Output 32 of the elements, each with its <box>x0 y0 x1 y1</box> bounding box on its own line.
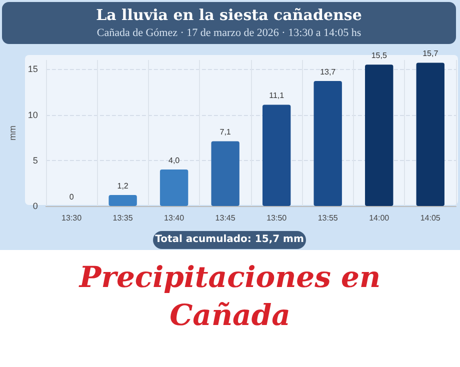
y-tick-label: 10 <box>28 110 38 120</box>
y-tick-label: 15 <box>28 64 38 74</box>
data-label: 4,0 <box>168 156 180 165</box>
chart-title: La lluvia en la siesta cañadense <box>95 6 363 24</box>
x-tick-label: 13:45 <box>215 214 236 222</box>
x-tick-label: 14:00 <box>369 214 390 222</box>
x-tick-label: 13:40 <box>164 214 185 222</box>
bar <box>262 104 291 206</box>
text: Precipitaciones en Cañada <box>78 259 382 334</box>
bar <box>160 170 188 206</box>
bar <box>314 80 342 206</box>
y-axis-title: mm <box>8 126 18 140</box>
data-label: 1,2 <box>117 182 129 191</box>
text: Total acumulado: 15,7 mm <box>153 231 306 249</box>
y-tick-label: 0 <box>32 201 38 211</box>
chart-subtitle: Cañada de Gómez · 17 de marzo de 2026 · 13:30 a 14:05 hs <box>96 27 362 39</box>
data-label: 0 <box>69 192 74 202</box>
bar <box>211 141 240 206</box>
data-label: 13,7 <box>320 67 336 76</box>
x-tick-label: 13:30 <box>62 214 82 222</box>
bar <box>416 62 444 206</box>
bar <box>365 64 394 206</box>
y-tick-label: 5 <box>32 155 38 166</box>
bar <box>108 195 137 206</box>
data-label: 15,7 <box>422 49 439 58</box>
data-label: 11,1 <box>269 91 285 100</box>
x-tick-label: 13:50 <box>266 214 288 222</box>
data-label: 7,1 <box>220 128 232 137</box>
x-tick-label: 13:35 <box>112 214 134 222</box>
x-tick-label: 14:05 <box>420 214 441 222</box>
x-tick-label: 13:55 <box>318 214 338 222</box>
data-label: 15,5 <box>371 51 388 60</box>
